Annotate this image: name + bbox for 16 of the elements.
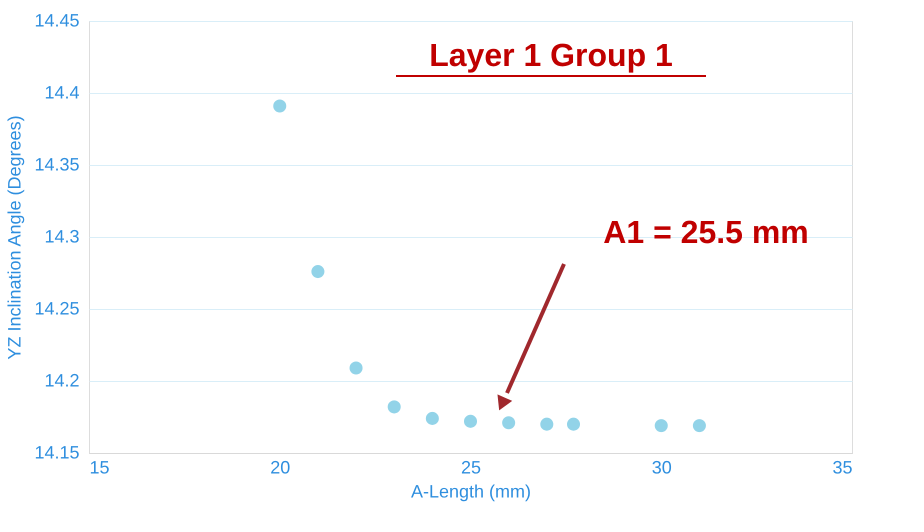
y-tick-label: 14.15 <box>34 442 80 462</box>
x-tick-label: 35 <box>832 458 852 478</box>
y-tick-label: 14.25 <box>34 298 80 318</box>
x-tick-label: 30 <box>652 458 672 478</box>
y-tick-label: 14.35 <box>34 154 80 174</box>
y-tick-label: 14.45 <box>34 10 80 30</box>
y-tick-label: 14.4 <box>44 82 80 102</box>
annotation: A1 = 25.5 mm <box>603 214 809 250</box>
text: Layer 1 Group 1 <box>429 37 673 73</box>
x-tick-label: 25 <box>460 458 482 478</box>
y-tick-label: 14.3 <box>44 226 80 246</box>
x-tick-label: 20 <box>270 458 290 478</box>
y-axis-title: YZ Inclination Angle (Degrees) <box>4 115 24 360</box>
x-axis-title: A-Length (mm) <box>410 482 532 502</box>
x-tick-label: 15 <box>90 458 110 478</box>
y-tick-label: 14.2 <box>44 370 80 390</box>
